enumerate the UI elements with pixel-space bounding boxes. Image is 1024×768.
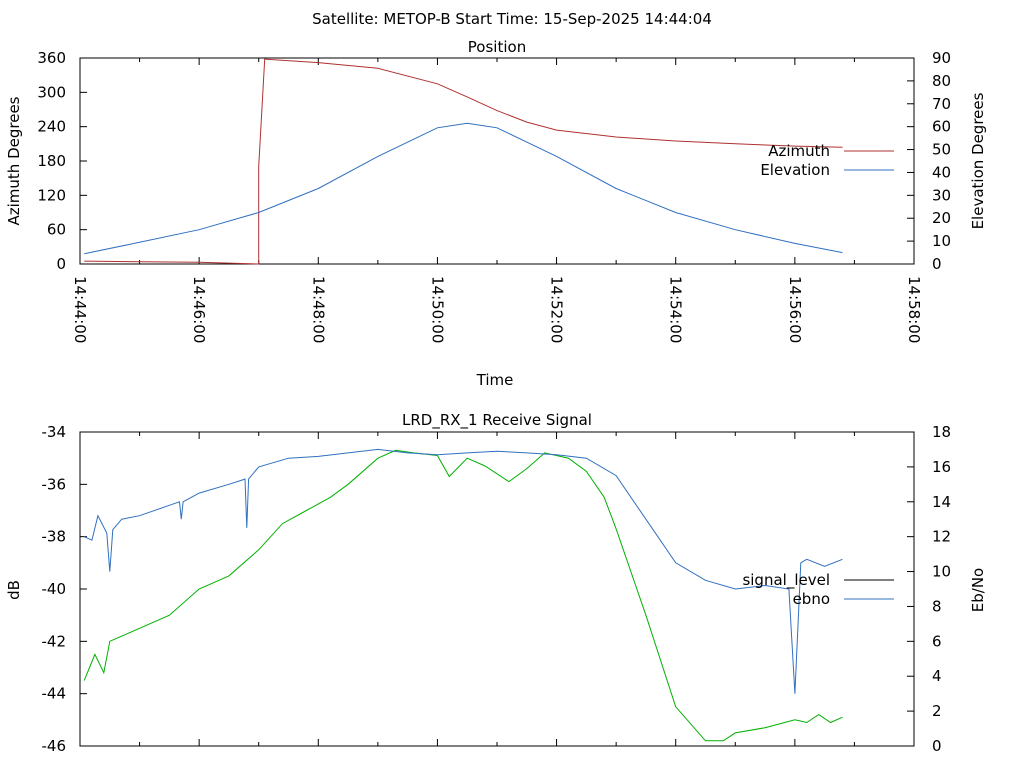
receive-signal-y-tick-label: -42 <box>42 632 67 650</box>
receive-signal-y2label: Eb/No <box>969 568 987 612</box>
position-x-tick-label: 14:44:00 <box>71 276 89 343</box>
position-y2-tick-label: 10 <box>932 232 951 250</box>
position-x-tick-label: 14:50:00 <box>428 276 446 343</box>
position-y2label: Elevation Degrees <box>969 92 987 229</box>
receive-signal-y2-tick-label: 4 <box>932 667 942 685</box>
receive-signal-y2-tick-label: 14 <box>932 493 951 511</box>
receive-signal-y2-tick-label: 2 <box>932 702 942 720</box>
position-y2-tick-label: 0 <box>932 255 942 273</box>
position-y2-tick-label: 20 <box>932 209 951 227</box>
receive-signal-legend-label-signal-level: signal_level <box>742 571 830 590</box>
receive-signal-title: LRD_RX_1 Receive Signal <box>402 411 592 430</box>
position-title: Position <box>468 38 526 56</box>
position-series-azimuth-line <box>84 58 843 265</box>
position-y-tick-label: 180 <box>37 152 66 170</box>
position-y2-tick-label: 40 <box>932 163 951 181</box>
position-ylabel: Azimuth Degrees <box>5 96 23 225</box>
receive-signal-ylabel: dB <box>5 580 23 600</box>
position-y-tick-label: 300 <box>37 83 66 101</box>
receive-signal-y2-tick-label: 16 <box>932 458 951 476</box>
receive-signal-plot: LRD_RX_1 Receive Signal dB Eb/No -46 -44 -… <box>5 411 987 755</box>
receive-signal-y2-tick-label: 10 <box>932 563 951 581</box>
receive-signal-y-tick-label: -34 <box>42 423 67 441</box>
position-y-tick-label: 360 <box>37 49 66 67</box>
receive-signal-y-tick-label: -36 <box>42 475 67 493</box>
position-y2-tick-label: 60 <box>932 118 951 136</box>
position-y-tick-label: 120 <box>37 186 66 204</box>
receive-signal-y2-tick-label: 8 <box>932 597 942 615</box>
receive-signal-y-tick-label: -40 <box>42 580 67 598</box>
position-x-tick-label: 14:48:00 <box>309 276 327 343</box>
receive-signal-series-unnamed-0-line <box>83 449 843 742</box>
position-y-tick-label: 60 <box>47 221 66 239</box>
position-xlabel: Time <box>476 371 514 389</box>
position-y2-tick-label: 30 <box>932 186 951 204</box>
position-y2-tick-label: 80 <box>932 72 951 90</box>
position-plot: Position Azimuth Degrees Elevation Degre… <box>5 38 987 389</box>
position-legend-label-azimuth: Azimuth <box>768 142 830 160</box>
receive-signal-y2-tick-label: 12 <box>932 528 951 546</box>
figure-header: Satellite: METOP-B Start Time: 15-Sep-20… <box>312 10 712 28</box>
receive-signal-y-tick-label: -44 <box>42 685 67 703</box>
receive-signal-series-ebno-line <box>83 448 843 694</box>
receive-signal-y2-tick-label: 18 <box>932 423 951 441</box>
receive-signal-y-tick-label: -46 <box>42 737 67 755</box>
position-y2-tick-label: 90 <box>932 49 951 67</box>
position-x-tick-label: 14:46:00 <box>190 276 208 343</box>
receive-signal-y2-tick-label: 6 <box>932 632 942 650</box>
position-series-elevation-line <box>84 122 843 255</box>
position-x-tick-label: 14:52:00 <box>548 276 566 343</box>
position-y-tick-label: 240 <box>37 118 66 136</box>
position-y2-tick-label: 50 <box>932 141 951 159</box>
position-y2-tick-label: 70 <box>932 95 951 113</box>
position-x-tick-label: 14:56:00 <box>786 276 804 343</box>
position-y-tick-label: 0 <box>56 255 66 273</box>
receive-signal-y-tick-label: -38 <box>42 528 67 546</box>
position-x-tick-label: 14:54:00 <box>667 276 685 343</box>
receive-signal-y2-tick-label: 0 <box>932 737 942 755</box>
position-x-tick-label: 14:58:00 <box>905 276 923 343</box>
receive-signal-legend-label-ebno: ebno <box>793 590 830 608</box>
position-legend-label-elevation: Elevation <box>760 161 830 179</box>
